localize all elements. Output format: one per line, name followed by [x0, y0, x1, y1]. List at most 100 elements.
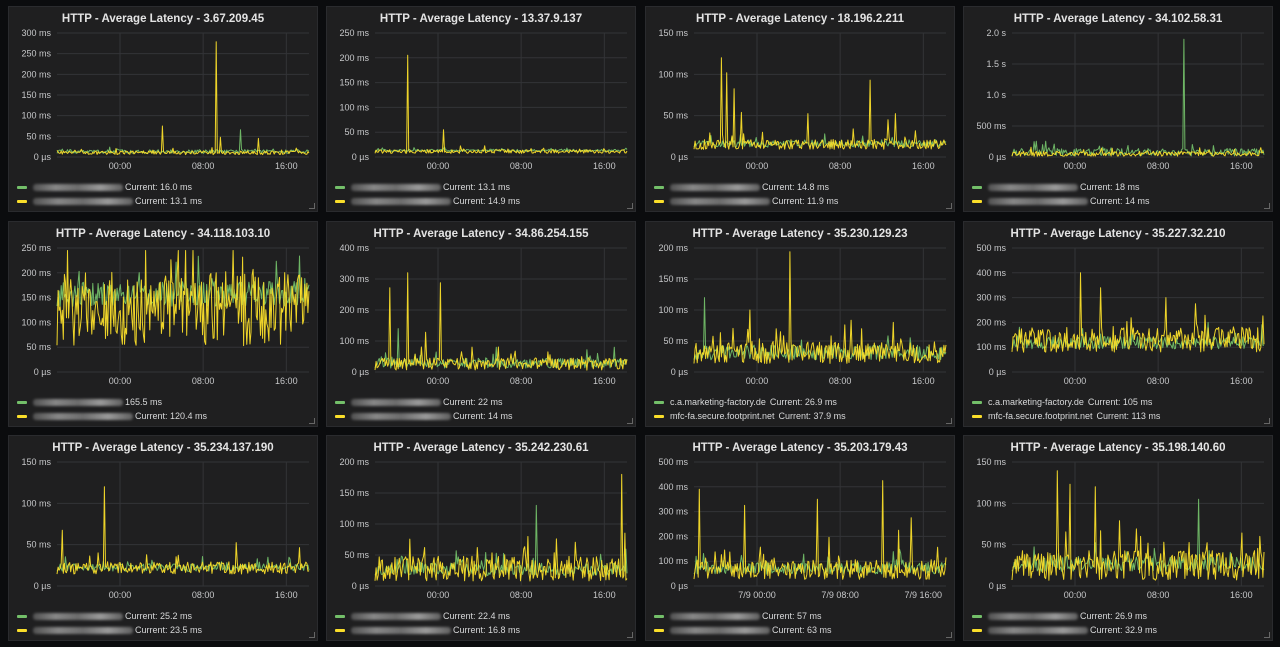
- panel-title[interactable]: HTTP - Average Latency - 13.37.9.137: [379, 13, 583, 25]
- latency-graph[interactable]: 150 ms 100 ms 50 ms 0 µs 00:00 08:00 16:00: [646, 7, 956, 213]
- latency-panel[interactable]: HTTP - Average Latency - 35.198.140.60 15…: [963, 435, 1273, 641]
- panel-resize-handle[interactable]: [1264, 418, 1270, 424]
- legend-item[interactable]: Current: 14 ms: [335, 410, 513, 422]
- legend-series-name: mfc-fa.secure.footprint.net: [988, 411, 1093, 421]
- legend-item[interactable]: Current: 22.4 ms: [335, 610, 510, 622]
- panel-resize-handle[interactable]: [309, 418, 315, 424]
- panel-resize-handle[interactable]: [946, 203, 952, 209]
- panel-title[interactable]: HTTP - Average Latency - 34.102.58.31: [1013, 13, 1223, 25]
- legend-item[interactable]: Current: 18 ms: [972, 181, 1140, 193]
- panel-title[interactable]: HTTP - Average Latency - 34.86.254.155: [373, 228, 589, 240]
- panel-resize-handle[interactable]: [309, 203, 315, 209]
- y-tick-label: 50 ms: [26, 342, 51, 352]
- legend-item[interactable]: Current: 11.9 ms: [654, 195, 838, 207]
- legend-current-value: 165.5 ms: [125, 397, 163, 407]
- latency-graph[interactable]: 250 ms 200 ms 150 ms 100 ms 50 ms 0 µs 00:00 08…: [327, 7, 637, 213]
- latency-graph[interactable]: 500 ms 400 ms 300 ms 200 ms 100 ms 0 µs 7/9 00…: [646, 436, 956, 642]
- legend-current-value: Current: 25.2 ms: [125, 611, 193, 621]
- y-tick-label: 100 ms: [658, 556, 688, 566]
- x-tick-label: 16:00: [912, 161, 935, 171]
- legend-item[interactable]: Current: 13.1 ms: [335, 181, 510, 193]
- latency-panel[interactable]: HTTP - Average Latency - 35.227.32.210 50…: [963, 221, 1273, 427]
- legend-item[interactable]: Current: 26.9 ms: [972, 610, 1147, 622]
- latency-graph[interactable]: 200 ms 150 ms 100 ms 50 ms 0 µs 00:00 08:00 16:…: [327, 436, 637, 642]
- legend-item[interactable]: Current: 22 ms: [335, 396, 503, 408]
- legend-redacted-name: [988, 613, 1078, 621]
- legend-current-value: Current: 26.9 ms: [769, 397, 837, 407]
- legend-redacted-name: [33, 613, 123, 621]
- series-line-yellow: [374, 54, 628, 154]
- latency-panel[interactable]: HTTP - Average Latency - 35.242.230.61 20…: [326, 435, 636, 641]
- legend-current-value: Current: 14 ms: [453, 411, 513, 421]
- latency-graph[interactable]: 150 ms 100 ms 50 ms 0 µs 00:00 08:00 16:00: [964, 436, 1274, 642]
- latency-panel[interactable]: HTTP - Average Latency - 34.118.103.10 25…: [8, 221, 318, 427]
- legend-current-value: Current: 11.9 ms: [772, 196, 839, 206]
- panel-resize-handle[interactable]: [627, 203, 633, 209]
- y-tick-label: 200 ms: [976, 317, 1006, 327]
- series-line-green: [374, 504, 628, 576]
- panel-title[interactable]: HTTP - Average Latency - 35.230.129.23: [692, 228, 908, 240]
- legend-item[interactable]: Current: 25.2 ms: [17, 610, 192, 622]
- latency-panel[interactable]: HTTP - Average Latency - 35.230.129.23 20…: [645, 221, 955, 427]
- panel-title[interactable]: HTTP - Average Latency - 35.234.137.190: [52, 442, 274, 454]
- y-tick-label: 50 ms: [663, 111, 688, 121]
- legend-item[interactable]: Current: 14.9 ms: [335, 195, 520, 207]
- y-tick-label: 400 ms: [339, 243, 369, 253]
- legend-item[interactable]: c.a.marketing-factory.de Current: 26.9 ms: [654, 396, 837, 408]
- latency-panel[interactable]: HTTP - Average Latency - 34.102.58.31 2.0…: [963, 6, 1273, 212]
- latency-panel[interactable]: HTTP - Average Latency - 3.67.209.45 300 …: [8, 6, 318, 212]
- legend-item[interactable]: Current: 32.9 ms: [972, 624, 1157, 636]
- panel-resize-handle[interactable]: [946, 632, 952, 638]
- latency-panel[interactable]: HTTP - Average Latency - 35.234.137.190 1…: [8, 435, 318, 641]
- latency-graph[interactable]: 150 ms 100 ms 50 ms 0 µs 00:00 08:00 16:00: [9, 436, 319, 642]
- panel-resize-handle[interactable]: [627, 418, 633, 424]
- latency-panel[interactable]: HTTP - Average Latency - 34.86.254.155 40…: [326, 221, 636, 427]
- legend-current-value: Current: 32.9 ms: [1090, 625, 1158, 635]
- y-tick-label: 0 µs: [989, 581, 1007, 591]
- legend-item[interactable]: Current: 63 ms: [654, 624, 832, 636]
- latency-graph[interactable]: 2.0 s 1.5 s 1.0 s 500 ms 0 µs 00:00 08:00 16:00: [964, 7, 1274, 213]
- panel-title[interactable]: HTTP - Average Latency - 35.242.230.61: [373, 442, 589, 454]
- series-line-yellow: [374, 272, 628, 371]
- panel-resize-handle[interactable]: [309, 632, 315, 638]
- x-tick-label: 16:00: [1230, 376, 1253, 386]
- latency-graph[interactable]: 500 ms 400 ms 300 ms 200 ms 100 ms 0 µs 00:00 0…: [964, 222, 1274, 428]
- panel-title[interactable]: HTTP - Average Latency - 34.118.103.10: [55, 228, 271, 240]
- latency-graph[interactable]: 300 ms 250 ms 200 ms 150 ms 100 ms 50 ms 0 µs 0…: [9, 7, 319, 213]
- legend-item[interactable]: Current: 120.4 ms: [17, 410, 207, 422]
- legend-item[interactable]: Current: 16.0 ms: [17, 181, 192, 193]
- legend-item[interactable]: Current: 23.5 ms: [17, 624, 202, 636]
- panel-title[interactable]: HTTP - Average Latency - 3.67.209.45: [61, 13, 265, 25]
- panel-resize-handle[interactable]: [1264, 632, 1270, 638]
- legend-item[interactable]: Current: 16.8 ms: [335, 624, 520, 636]
- legend-item[interactable]: Current: 13.1 ms: [17, 195, 202, 207]
- panel-title[interactable]: HTTP - Average Latency - 35.227.32.210: [1010, 228, 1226, 240]
- y-tick-label: 200 ms: [339, 53, 369, 63]
- y-tick-label: 250 ms: [21, 49, 51, 59]
- y-tick-label: 0 µs: [352, 367, 370, 377]
- legend-item[interactable]: mfc-fa.secure.footprint.net Current: 37.9…: [654, 410, 846, 422]
- legend-color-swatch: [17, 200, 27, 204]
- legend-item[interactable]: Current: 14 ms: [972, 195, 1150, 207]
- y-tick-label: 50 ms: [26, 540, 51, 550]
- panel-resize-handle[interactable]: [946, 418, 952, 424]
- legend-item[interactable]: mfc-fa.secure.footprint.net Current: 113 …: [972, 410, 1160, 422]
- legend-item[interactable]: c.a.marketing-factory.de Current: 105 ms: [972, 396, 1152, 408]
- panel-title[interactable]: HTTP - Average Latency - 18.196.2.211: [696, 13, 904, 25]
- latency-panel[interactable]: HTTP - Average Latency - 35.203.179.43 50…: [645, 435, 955, 641]
- latency-panel[interactable]: HTTP - Average Latency - 18.196.2.211 150…: [645, 6, 955, 212]
- panel-title[interactable]: HTTP - Average Latency - 35.203.179.43: [692, 442, 908, 454]
- x-tick-label: 16:00: [593, 590, 616, 600]
- legend-item[interactable]: 165.5 ms: [17, 396, 162, 408]
- latency-graph[interactable]: 200 ms 150 ms 100 ms 50 ms 0 µs 00:00 08:00 16:…: [646, 222, 956, 428]
- legend-item[interactable]: Current: 57 ms: [654, 610, 822, 622]
- panel-title[interactable]: HTTP - Average Latency - 35.198.140.60: [1010, 442, 1226, 454]
- panel-resize-handle[interactable]: [627, 632, 633, 638]
- latency-panel[interactable]: HTTP - Average Latency - 13.37.9.137 250 …: [326, 6, 636, 212]
- latency-graph[interactable]: 250 ms 200 ms 150 ms 100 ms 50 ms 0 µs 00:00 08…: [9, 222, 319, 428]
- series-line-yellow: [56, 250, 310, 347]
- panel-resize-handle[interactable]: [1264, 203, 1270, 209]
- y-tick-label: 50 ms: [344, 127, 369, 137]
- legend-item[interactable]: Current: 14.8 ms: [654, 181, 829, 193]
- latency-graph[interactable]: 400 ms 300 ms 200 ms 100 ms 0 µs 00:00 08:00 16…: [327, 222, 637, 428]
